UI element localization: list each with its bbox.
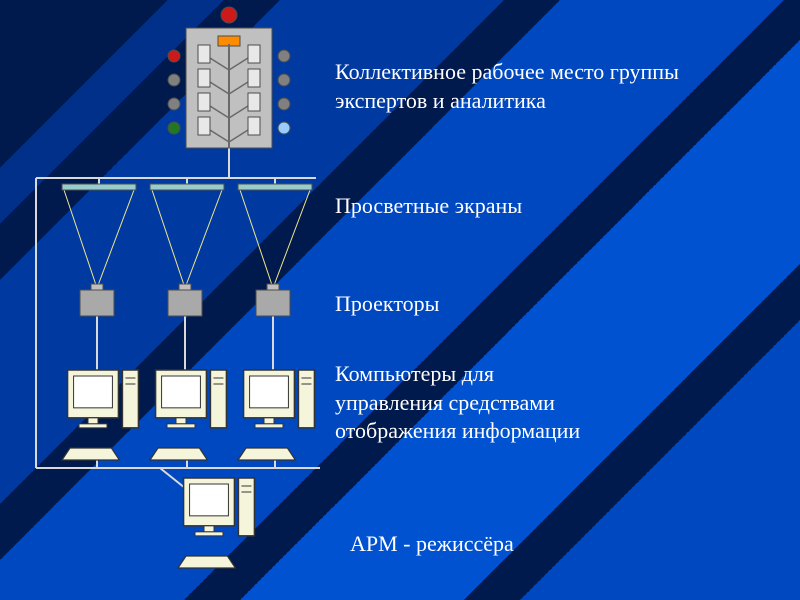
wires xyxy=(36,148,320,500)
label-arm: АРМ - режиссёра xyxy=(350,530,514,559)
label-computers: Компьютеры для управления средствами ото… xyxy=(335,360,580,446)
computer-3 xyxy=(238,370,314,460)
screens-row xyxy=(62,184,312,190)
computer-2 xyxy=(150,370,226,460)
label-workplace: Коллективное рабочее место группы экспер… xyxy=(335,58,775,115)
workplace-box xyxy=(168,7,290,148)
projection-cones xyxy=(64,190,310,288)
label-projectors: Проекторы xyxy=(335,290,439,319)
computer-4 xyxy=(178,478,254,568)
label-screens: Просветные экраны xyxy=(335,192,522,221)
computer-1 xyxy=(62,370,138,460)
diagram-stage: Коллективное рабочее место группы экспер… xyxy=(0,0,800,600)
projectors-row xyxy=(80,284,290,316)
